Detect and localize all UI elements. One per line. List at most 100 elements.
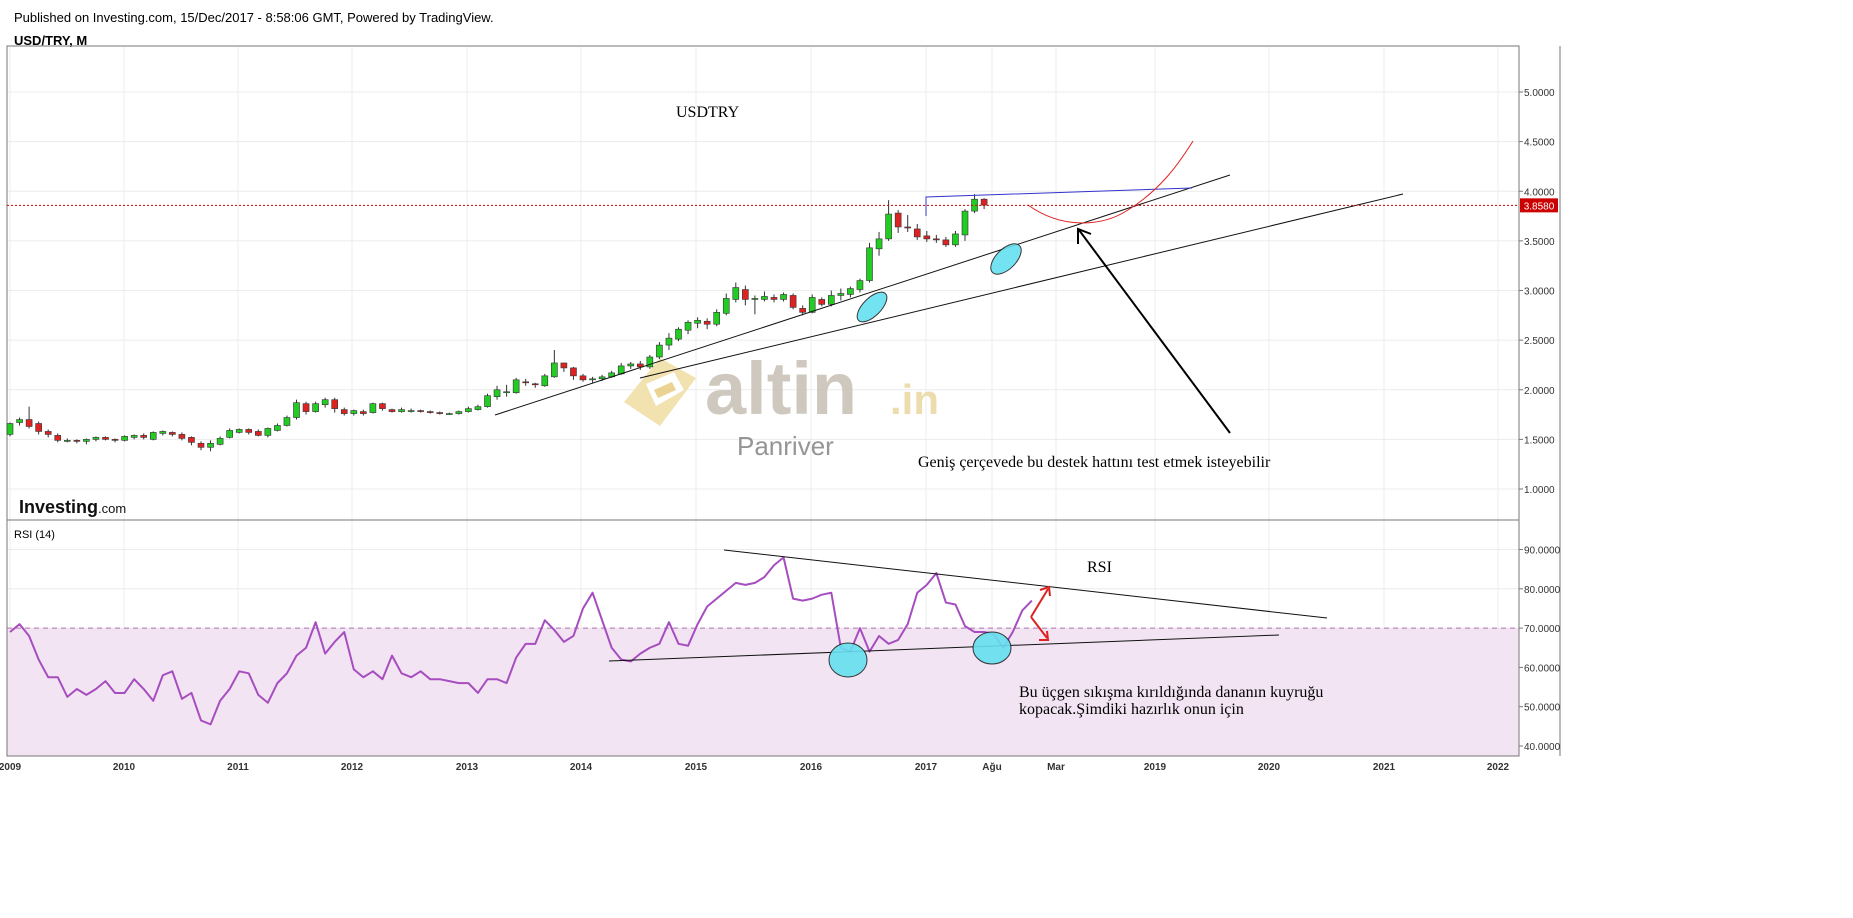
watermark-sub: Panriver xyxy=(737,431,834,461)
rsi-note-line2: kopacak.Şimdiki hazırlık onun için xyxy=(1019,701,1244,718)
candle xyxy=(44,429,52,438)
candle xyxy=(140,433,147,440)
candle xyxy=(503,384,510,397)
candle xyxy=(551,350,558,378)
candle xyxy=(25,406,33,429)
rsi-y-tick-label: 60.0000 xyxy=(1524,663,1561,674)
rsi-y-axis: 40.0000 50.0000 60.0000 70.0000 80.0000 90.00… xyxy=(1519,546,1561,753)
candle xyxy=(971,194,978,214)
candle xyxy=(73,439,81,444)
candle xyxy=(656,342,663,359)
x-tick-label: 2020 xyxy=(1258,762,1281,773)
candle xyxy=(751,295,759,315)
candle xyxy=(531,382,539,388)
watermark-suffix: .in xyxy=(890,376,939,423)
candle xyxy=(350,409,358,416)
x-tick-label: Mar xyxy=(1047,762,1065,773)
price-chart-title: USDTRY xyxy=(676,104,740,121)
candle xyxy=(426,410,434,414)
candle xyxy=(675,327,682,342)
rsi-support-trendline xyxy=(608,634,1280,662)
candle xyxy=(703,318,711,330)
x-tick-label: 2019 xyxy=(1144,762,1167,773)
candle xyxy=(312,401,319,413)
price-y-tick-label: 5.0000 xyxy=(1524,88,1555,99)
investing-logo-suffix: .com xyxy=(98,501,126,516)
candle xyxy=(340,407,348,416)
x-tick-label: 2014 xyxy=(570,762,593,773)
x-axis: 2009 2010 2011 2012 2013 2014 2015 2016 2017 Ağu M… xyxy=(0,762,1510,773)
price-trendlines xyxy=(494,140,1404,434)
candle xyxy=(665,333,673,351)
candle xyxy=(885,200,892,241)
price-y-tick-label: 4.0000 xyxy=(1524,187,1555,198)
candle xyxy=(436,411,444,415)
candlestick-series xyxy=(6,194,988,452)
candle xyxy=(245,428,253,435)
candle xyxy=(780,292,787,302)
price-y-tick-label: 4.5000 xyxy=(1524,138,1555,149)
price-y-tick-label: 2.5000 xyxy=(1524,336,1555,347)
current-price-tag xyxy=(1520,198,1558,213)
candle xyxy=(742,285,749,306)
candle xyxy=(732,282,740,303)
candle xyxy=(149,431,157,441)
x-tick-label: 2021 xyxy=(1373,762,1396,773)
current-price-label: 3.8580 xyxy=(1524,201,1555,212)
price-y-tick-label: 1.5000 xyxy=(1524,435,1555,446)
candle xyxy=(789,293,797,310)
candle xyxy=(512,377,520,394)
svg-text:Investing.com: Investing.com xyxy=(19,497,126,517)
candle xyxy=(417,409,424,413)
x-tick-label: Ağu xyxy=(982,762,1001,773)
candle xyxy=(923,230,931,242)
rsi-y-tick-label: 80.0000 xyxy=(1524,585,1561,596)
candle xyxy=(35,421,42,435)
x-tick-label: 2016 xyxy=(800,762,823,773)
rsi-series-line xyxy=(9,556,1033,726)
candle xyxy=(293,399,300,420)
rsi-y-tick-label: 70.0000 xyxy=(1524,624,1561,635)
x-tick-label: 2017 xyxy=(915,762,938,773)
rsi-overbought-band xyxy=(7,628,1519,756)
candle xyxy=(684,320,692,335)
support-trendline-steep xyxy=(494,174,1231,416)
watermark-logo-icon xyxy=(624,358,696,426)
candle xyxy=(856,278,864,293)
x-tick-label: 2011 xyxy=(227,762,249,773)
rsi-highlight-ellipse-2 xyxy=(972,631,1012,665)
candle xyxy=(827,290,835,307)
candle xyxy=(255,429,262,437)
candle xyxy=(197,441,205,451)
pointer-arrow-head xyxy=(1077,227,1092,244)
candle xyxy=(770,294,778,303)
x-tick-label: 2010 xyxy=(113,762,136,773)
price-y-tick-label: 3.0000 xyxy=(1524,287,1555,298)
candle xyxy=(398,407,405,413)
candle xyxy=(379,402,386,411)
price-y-tick-label: 1.0000 xyxy=(1524,485,1555,496)
rsi-annotations xyxy=(608,549,1328,678)
x-tick-label: 2015 xyxy=(685,762,708,773)
highlight-ellipse-2017 xyxy=(990,243,1022,275)
candle xyxy=(6,422,14,437)
published-header: Published on Investing.com, 15/Dec/2017 … xyxy=(14,10,494,25)
candle xyxy=(570,366,577,380)
candle xyxy=(799,305,806,316)
candle xyxy=(522,378,530,386)
candle xyxy=(579,373,587,382)
candle xyxy=(83,438,90,445)
candle xyxy=(331,397,339,413)
candle xyxy=(761,291,768,302)
x-tick-label: 2012 xyxy=(341,762,364,773)
candle xyxy=(445,412,453,415)
candle xyxy=(875,231,883,256)
candle xyxy=(952,230,959,247)
pointer-arrow xyxy=(1078,229,1231,434)
candle xyxy=(808,294,816,314)
candle xyxy=(130,434,138,440)
candle xyxy=(159,430,167,436)
candle xyxy=(961,209,969,241)
rsi-panel-frame xyxy=(6,519,1520,757)
